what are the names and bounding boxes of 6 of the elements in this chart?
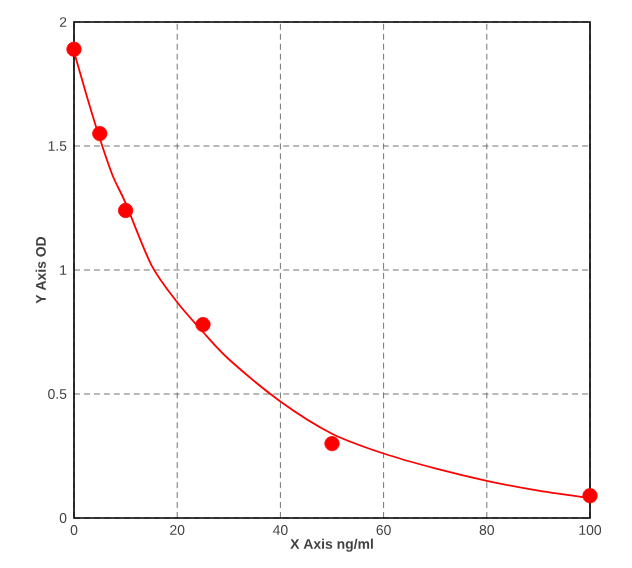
point xyxy=(195,316,211,333)
point xyxy=(66,41,82,57)
point xyxy=(118,202,134,219)
point xyxy=(92,126,108,142)
point xyxy=(324,436,340,452)
point xyxy=(582,488,598,504)
